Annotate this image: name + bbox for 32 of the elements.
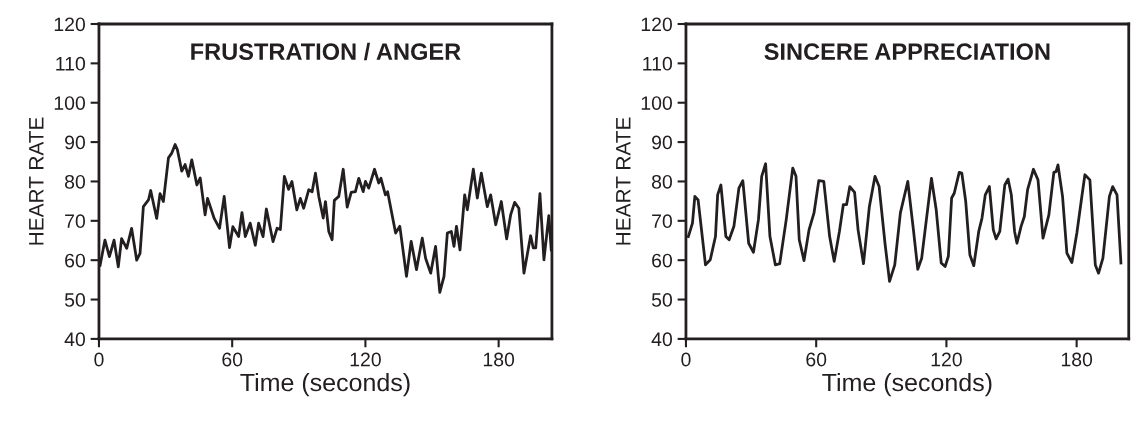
y-axis-title: HEART RATE [29,117,44,245]
y-tick-label: 80 [651,174,672,189]
y-tick-label: 120 [54,17,86,32]
text: SINCERE APPRECIATION [764,43,1050,60]
y-tick-label: 110 [56,56,86,71]
y-tick-label: 90 [65,135,86,150]
text: FRUSTRATION / ANGER [191,42,461,61]
y-tick-label: 90 [652,135,672,150]
x-axis-title: Time (seconds) [822,373,992,397]
y-tick-label: 100 [641,96,672,110]
y-tick-label: 70 [65,214,86,229]
y-tick-label: 40 [651,332,672,347]
y-tick-label: 50 [651,293,672,307]
x-tick-label: 0 [94,352,104,367]
y-axis-title: HEART RATE [616,117,631,245]
x-tick-label: 120 [931,352,962,367]
y-tick-label: 40 [64,332,86,347]
x-tick-label: 180 [483,352,515,367]
x-axis-title: Time (seconds) [240,373,410,397]
y-tick-label: 120 [641,17,672,32]
y-tick-label: 110 [643,56,672,71]
x-tick-label: 60 [806,352,827,367]
x-tick-label: 120 [350,352,381,367]
x-tick-label: 180 [1061,352,1093,367]
x-tick-label: 0 [681,352,691,367]
y-tick-label: 80 [64,174,86,189]
y-tick-label: 50 [64,293,86,307]
x-tick-label: 60 [222,352,243,367]
y-tick-label: 60 [652,253,672,268]
y-tick-label: 100 [54,96,86,110]
y-tick-label: 70 [652,214,672,229]
y-tick-label: 60 [65,253,86,268]
